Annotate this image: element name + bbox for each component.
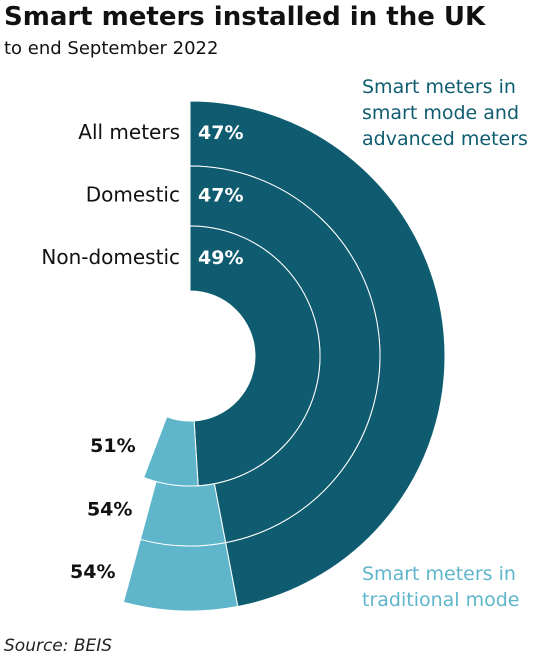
legend-entry: Smart meters in smart mode and advanced … [362,76,528,150]
chart-title: Smart meters installed in the UK [4,2,486,32]
category-label: Domestic [86,183,180,207]
value-label: 54% [87,498,132,520]
value-label: 54% [70,561,115,583]
value-label: 47% [198,122,243,144]
legend-entry: Smart meters in traditional mode [362,563,520,611]
arc-segment [143,416,199,487]
arc-segment [139,480,227,547]
chart-subtitle: to end September 2022 [4,38,219,59]
source-note: Source: BEIS [4,636,113,656]
value-label: 51% [90,435,135,457]
value-label: 47% [198,185,243,207]
arc-segment [189,225,321,487]
value-label: 49% [198,247,243,269]
category-label: All meters [78,120,180,144]
category-label: Non-domestic [41,245,180,269]
arc-segment [122,538,239,612]
